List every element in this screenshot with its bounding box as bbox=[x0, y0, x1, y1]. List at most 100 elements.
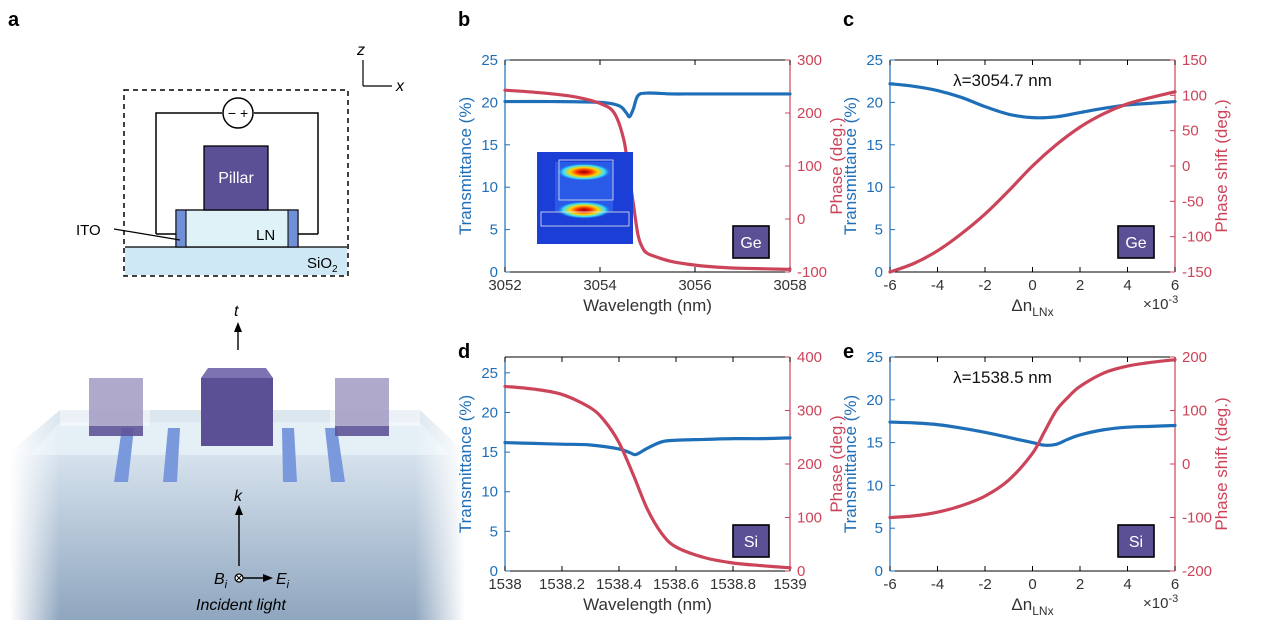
y-right-axis-label: Phase shift (deg.) bbox=[1212, 99, 1231, 232]
x-tick-label: 1538.8 bbox=[710, 576, 756, 593]
sio2-substrate bbox=[125, 247, 347, 275]
coordinate-axes: z x bbox=[356, 42, 405, 95]
y-left-tick-label: 0 bbox=[875, 264, 883, 281]
pillar bbox=[203, 145, 269, 211]
chart-panel-c: c -6 -4 -2 0 2 4 6 0 5 10 15 20 25 -150 -100 -50 0 50 100 15… bbox=[841, 9, 1231, 319]
y-left-axis-label: Transmittance (%) bbox=[841, 395, 860, 533]
y-left-tick-label: 25 bbox=[481, 52, 498, 69]
y-right-tick-label: 50 bbox=[1182, 123, 1199, 140]
x-tick-label: 6 bbox=[1171, 576, 1179, 593]
y-left-tick-label: 20 bbox=[481, 404, 498, 421]
material-label: Ge bbox=[1125, 235, 1146, 252]
e-field-label: Ei bbox=[276, 571, 290, 591]
x-tick-label: 6 bbox=[1171, 277, 1179, 294]
y-left-tick-label: 10 bbox=[866, 179, 883, 196]
x-axis-label: Wavelength (nm) bbox=[583, 296, 712, 315]
material-label: Ge bbox=[740, 235, 761, 252]
y-right-tick-label: 0 bbox=[1182, 158, 1190, 175]
x-tick-label: 0 bbox=[1028, 576, 1036, 593]
y-right-tick-label: 200 bbox=[1182, 349, 1207, 366]
x-tick-label: 2 bbox=[1076, 277, 1084, 294]
y-left-tick-label: 10 bbox=[866, 477, 883, 494]
transmittance-line bbox=[503, 436, 792, 457]
y-right-tick-label: 0 bbox=[797, 211, 805, 228]
y-left-tick-label: 5 bbox=[875, 520, 883, 537]
y-left-tick-label: 10 bbox=[481, 179, 498, 196]
substrate-block bbox=[10, 452, 465, 620]
y-right-tick-label: 0 bbox=[1182, 456, 1190, 473]
y-left-tick-label: 0 bbox=[490, 563, 498, 580]
svg-text:− +: − + bbox=[228, 105, 248, 121]
y-left-tick-label: 15 bbox=[481, 444, 498, 461]
y-left-tick-label: 15 bbox=[866, 137, 883, 154]
x-tick-label: -2 bbox=[978, 277, 991, 294]
y-left-tick-label: 5 bbox=[875, 222, 883, 239]
y-left-tick-label: 25 bbox=[866, 349, 883, 366]
transmittance-line bbox=[888, 420, 1177, 447]
phase-line bbox=[888, 358, 1177, 520]
y-right-axis-label: Phase shift (deg.) bbox=[1212, 397, 1231, 530]
y-right-axis-label: Phase (deg.) bbox=[827, 415, 846, 512]
x-tick-label: -4 bbox=[931, 277, 944, 294]
x-tick-label: 3056 bbox=[678, 277, 711, 294]
transmittance-line bbox=[503, 91, 792, 119]
device-3d-render: k Bi Ei Incident light bbox=[10, 368, 465, 620]
x-tick-label: 3058 bbox=[773, 277, 806, 294]
y-right-tick-label: -100 bbox=[1182, 510, 1212, 527]
y-left-tick-label: 25 bbox=[481, 365, 498, 382]
x-tick-label: 1538.6 bbox=[653, 576, 699, 593]
y-left-axis-label: Transmittance (%) bbox=[456, 97, 475, 235]
x-tick-label: -6 bbox=[883, 576, 896, 593]
y-left-tick-label: 0 bbox=[875, 563, 883, 580]
y-left-axis-label: Transmittance (%) bbox=[456, 395, 475, 533]
panel-label-d: d bbox=[458, 341, 470, 363]
y-right-tick-label: 300 bbox=[797, 52, 822, 69]
schematic-frame bbox=[123, 89, 349, 277]
x-axis-label: ΔnLNx bbox=[1011, 595, 1053, 618]
y-left-axis-label: Transmittance (%) bbox=[841, 97, 860, 235]
y-right-tick-label: -100 bbox=[1182, 229, 1212, 246]
y-left-tick-label: 20 bbox=[866, 392, 883, 409]
axis-x-label: x bbox=[395, 78, 405, 95]
y-left-tick-label: 5 bbox=[490, 523, 498, 540]
y-left-tick-label: 0 bbox=[490, 264, 498, 281]
y-right-tick-label: 200 bbox=[797, 456, 822, 473]
panel-label-e: e bbox=[843, 341, 854, 363]
y-right-tick-label: 100 bbox=[797, 510, 822, 527]
x-axis-label: ΔnLNx bbox=[1011, 296, 1053, 319]
x-tick-label: -2 bbox=[978, 576, 991, 593]
material-box bbox=[732, 225, 770, 259]
y-right-tick-label: -50 bbox=[1182, 193, 1204, 210]
b-field-label: Bi bbox=[214, 571, 228, 591]
ito-electrode-left bbox=[175, 209, 187, 248]
circuit-wires bbox=[155, 112, 319, 235]
y-left-tick-label: 15 bbox=[481, 137, 498, 154]
y-left-tick-label: 25 bbox=[866, 52, 883, 69]
y-right-tick-label: 100 bbox=[797, 158, 822, 175]
x-exponent-label: ×10-3 bbox=[1143, 593, 1178, 612]
y-left-tick-label: 15 bbox=[866, 435, 883, 452]
panel-label-b: b bbox=[458, 9, 470, 31]
incident-light-label: Incident light bbox=[196, 597, 286, 614]
voltage-source: − + bbox=[222, 97, 254, 129]
x-tick-label: 3052 bbox=[488, 277, 521, 294]
y-right-tick-label: 200 bbox=[797, 105, 822, 122]
x-tick-label: 1539 bbox=[773, 576, 806, 593]
x-tick-label: 2 bbox=[1076, 576, 1084, 593]
phase-line bbox=[888, 90, 1177, 274]
pillar-label: Pillar bbox=[218, 170, 254, 187]
y-right-tick-label: 300 bbox=[797, 403, 822, 420]
y-right-tick-label: 0 bbox=[797, 563, 805, 580]
y-right-axis-label: Phase (deg.) bbox=[827, 117, 846, 214]
ln-label: LN bbox=[256, 227, 275, 244]
ln-layer bbox=[175, 209, 299, 248]
x-tick-label: 4 bbox=[1123, 277, 1131, 294]
y-left-tick-label: 20 bbox=[481, 94, 498, 111]
x-tick-label: 4 bbox=[1123, 576, 1131, 593]
x-tick-label: -4 bbox=[931, 576, 944, 593]
panel-label-c: c bbox=[843, 9, 854, 31]
y-left-tick-label: 20 bbox=[866, 94, 883, 111]
panel-a: a z x SiO2 − + LN Pi bbox=[8, 9, 465, 620]
